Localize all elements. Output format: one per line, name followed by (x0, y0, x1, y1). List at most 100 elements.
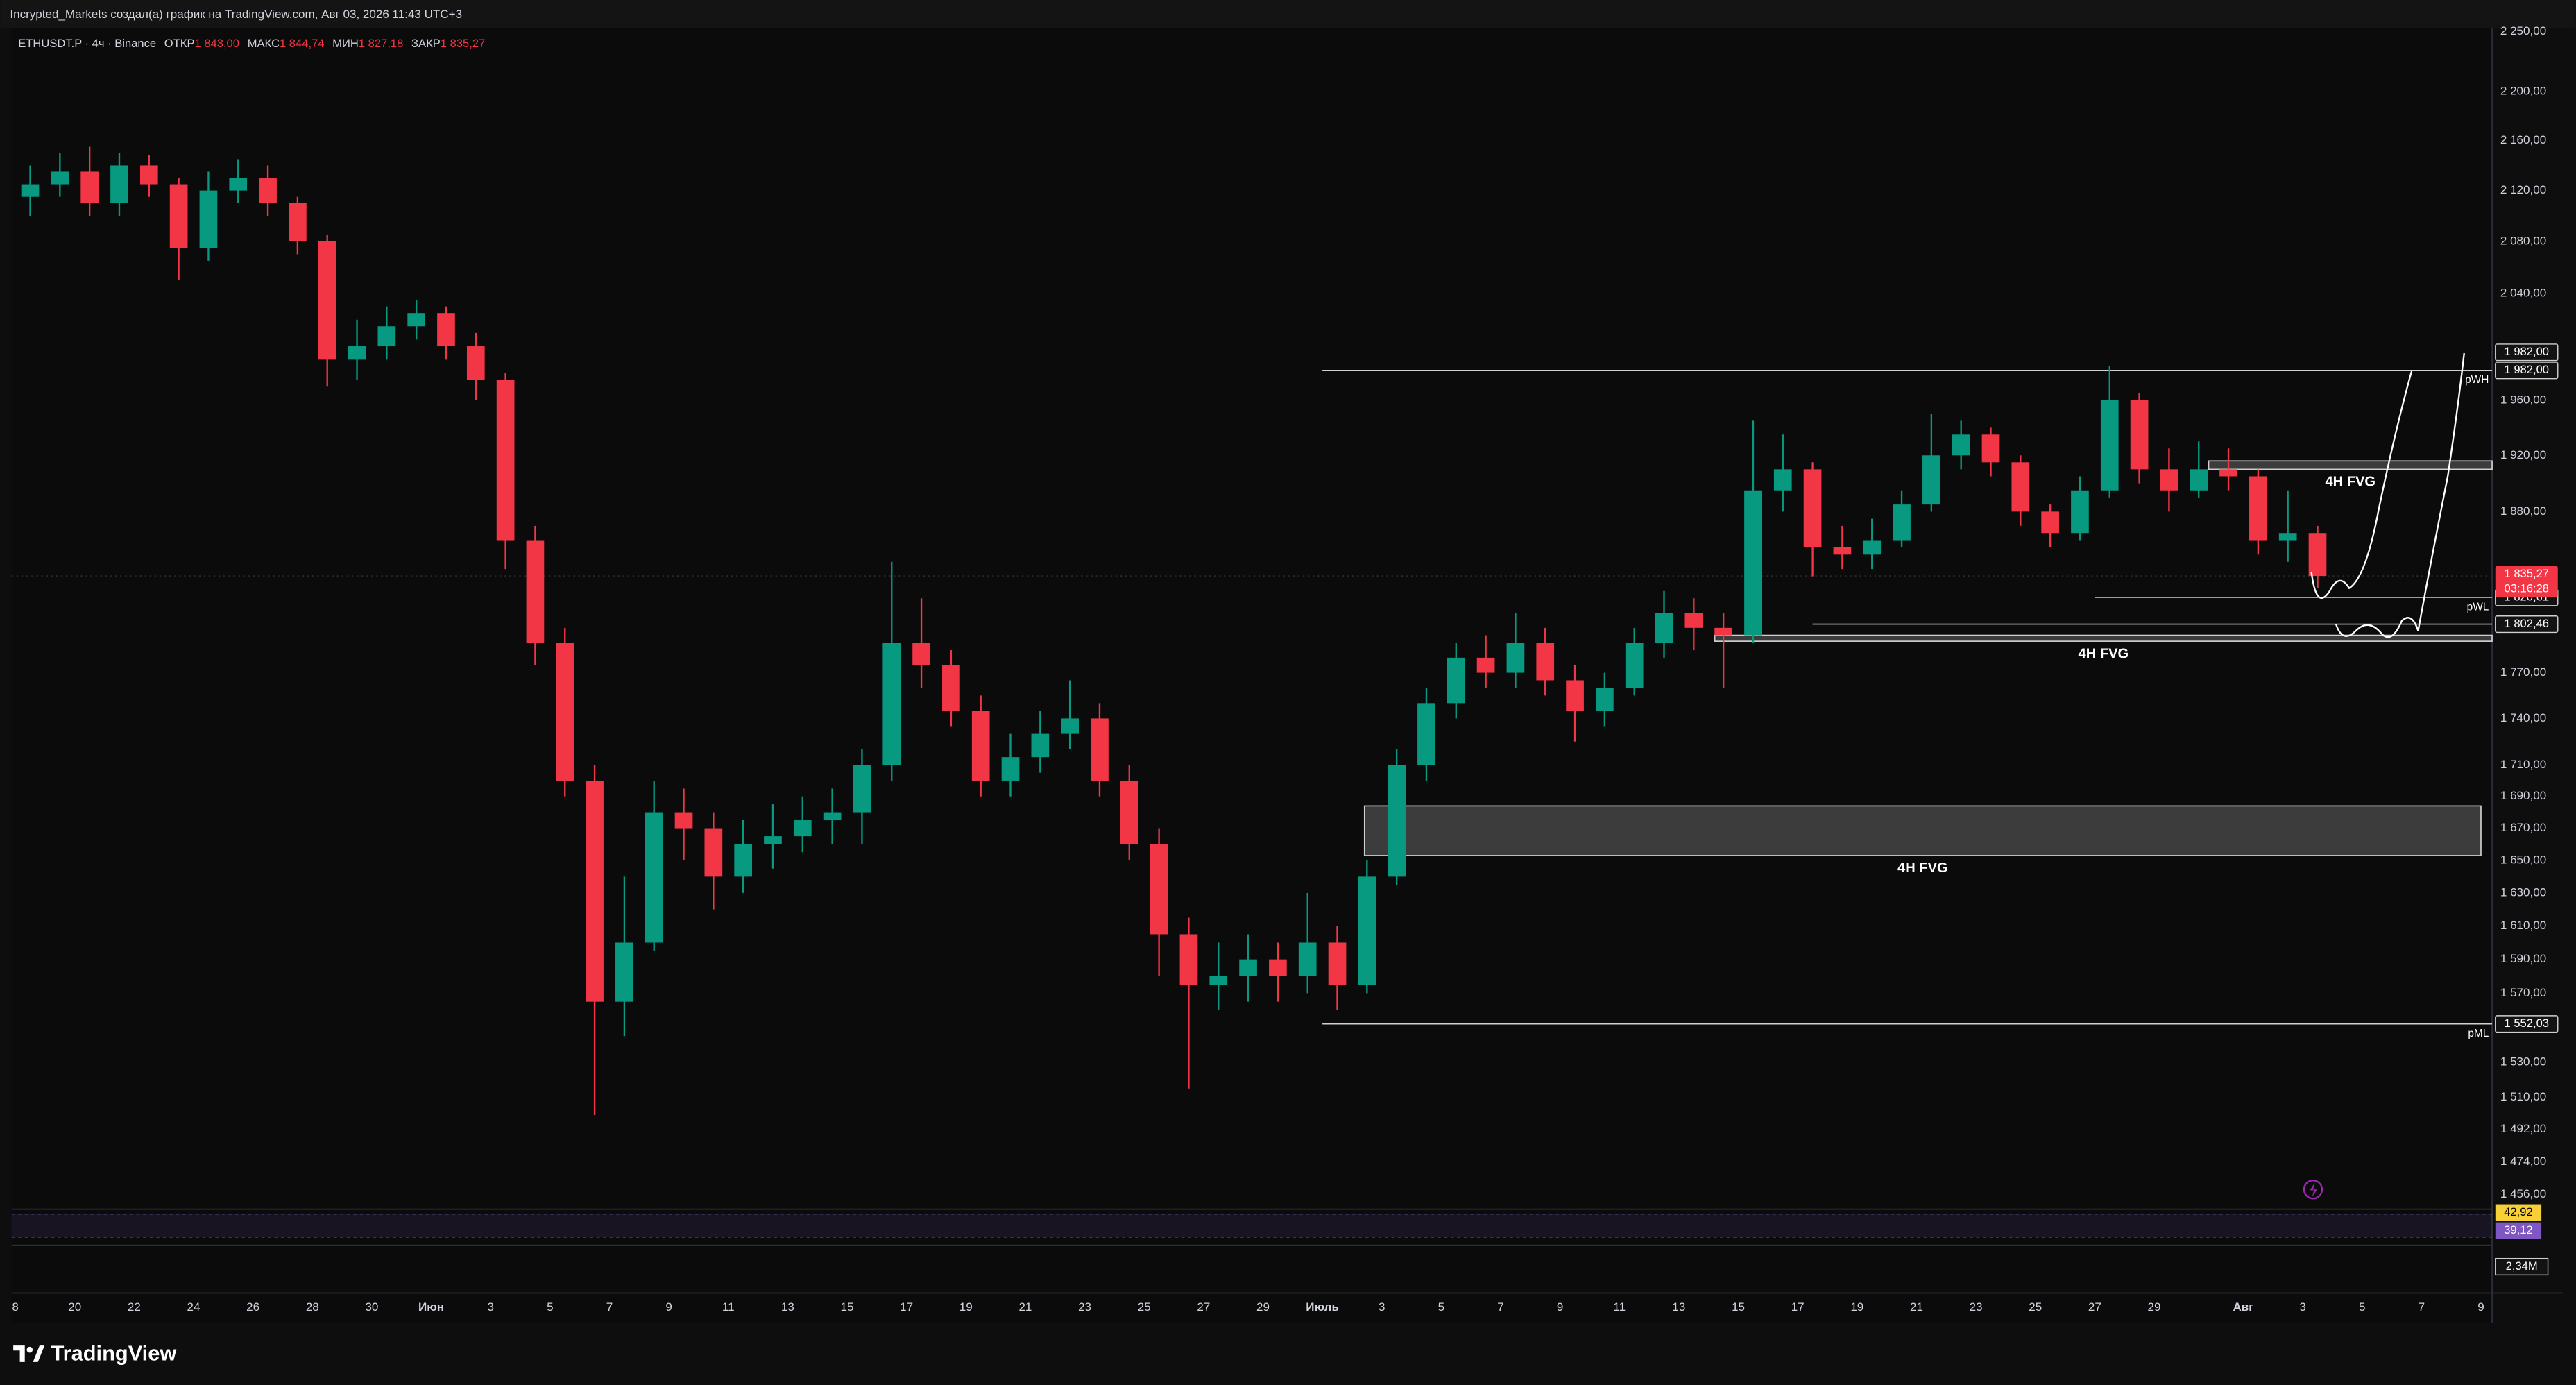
alert-icon-bolt (2310, 1182, 2317, 1197)
candle-body (1596, 688, 1614, 711)
candle-body (734, 844, 753, 877)
x-tick-label: 19 (1850, 1300, 1863, 1314)
rsi-label: 39,12 (2504, 1223, 2532, 1237)
y-tick-label: 2 160,00 (2500, 133, 2546, 146)
candle-body (2249, 476, 2267, 541)
candle-body (1952, 434, 1970, 456)
candle-body (2130, 400, 2149, 470)
x-tick-label: 27 (1197, 1300, 1210, 1314)
footer (0, 1323, 2576, 1385)
x-tick-label: 29 (2148, 1300, 2161, 1314)
candle-body (1358, 876, 1376, 985)
y-tick-label: 1 456,00 (2500, 1187, 2546, 1200)
x-tick-label: Июн (418, 1300, 444, 1314)
candle-body (1417, 703, 1435, 765)
candle-body (51, 171, 69, 185)
x-tick-label: 28 (306, 1300, 319, 1314)
candle-body (289, 203, 307, 241)
candle-body (1625, 643, 1644, 688)
top-bar (0, 0, 2576, 28)
candle-body (1476, 657, 1495, 673)
x-tick-label: 24 (187, 1300, 201, 1314)
candle-body (1506, 643, 1525, 673)
x-tick-label: 25 (2029, 1300, 2042, 1314)
candle-body (2071, 490, 2089, 534)
candle-body (1833, 547, 1852, 555)
plot: 2 250,00 2 200,00 2 160,00 2 120,00 2 080,00… (11, 24, 2559, 1314)
candle-body (199, 190, 218, 248)
candle-body (466, 346, 485, 380)
y-tick-label: 1 960,00 (2500, 393, 2546, 406)
y-tick-label: 1 570,00 (2500, 986, 2546, 999)
x-tick-label: Авг (2233, 1300, 2254, 1314)
candle-body (437, 313, 455, 347)
candle-body (21, 184, 40, 197)
price-tag-label: 1 552,03 (2505, 1017, 2549, 1030)
candle-body (407, 313, 426, 327)
price-tag (2495, 343, 2559, 362)
candle-body (615, 942, 633, 1002)
candle-body (1298, 942, 1317, 976)
rsi-label: 42,92 (2504, 1205, 2532, 1218)
candle-body (496, 380, 515, 541)
x-tick-label: 9 (665, 1300, 672, 1314)
attribution: Incrypted_Markets создал(а) график на Tr… (10, 8, 462, 21)
x-tick-label: 5 (1438, 1300, 1444, 1314)
x-tick-label: 8 (12, 1300, 18, 1314)
x-tick-label: 19 (959, 1300, 973, 1314)
candle-body (2041, 511, 2059, 534)
candle-body (704, 828, 723, 877)
volume-label: 2,34M (2506, 1259, 2538, 1273)
candle-body (1566, 680, 1584, 711)
candle-body (2278, 533, 2297, 541)
candle-body (1536, 643, 1555, 681)
logo-text: TradingView (51, 1341, 177, 1365)
x-tick-label: 3 (2299, 1300, 2305, 1314)
x-tick-label: 30 (365, 1300, 378, 1314)
legend-value: 1 844,74 (280, 37, 324, 50)
level-name: pML (2468, 1028, 2489, 1039)
x-tick-label: 7 (1497, 1300, 1503, 1314)
y-tick-label: 1 670,00 (2500, 821, 2546, 834)
y-tick-label: 1 710,00 (2500, 758, 2546, 771)
candle-body (2011, 462, 2030, 512)
candle-body (1091, 718, 1109, 781)
candle-body (1031, 733, 1050, 758)
legend-label: ОТКР (164, 37, 195, 50)
candle-body (674, 812, 693, 829)
candle-body (1239, 959, 1257, 976)
candle-body (1655, 613, 1673, 643)
y-tick-label: 2 200,00 (2500, 84, 2546, 97)
candle-body (912, 643, 930, 665)
rsi-tag (2495, 1204, 2542, 1221)
candle-body (1981, 434, 2000, 463)
legend-value: 1 827,18 (359, 37, 403, 50)
x-tick-label: 13 (781, 1300, 794, 1314)
x-tick-label: 11 (1613, 1300, 1626, 1314)
x-tick-label: 27 (2088, 1300, 2101, 1314)
price-tag (2495, 615, 2559, 634)
price-tag-label: 1 982,00 (2505, 345, 2549, 358)
candle-body (942, 665, 960, 711)
candle-body (1744, 490, 1762, 636)
x-tick-label: 22 (128, 1300, 141, 1314)
x-tick-label: 23 (1970, 1300, 1983, 1314)
price-tag-label: 1 802,46 (2505, 617, 2549, 630)
countdown: 03:16:28 (2505, 581, 2549, 595)
candle-body (1684, 613, 1703, 628)
candle-body (1714, 627, 1732, 636)
x-tick-label: 15 (1732, 1300, 1745, 1314)
candle-body (1388, 765, 1406, 877)
x-tick-label: 17 (900, 1300, 913, 1314)
y-tick-label: 2 120,00 (2500, 183, 2546, 196)
legend: ETHUSDT.P · 4ч · Binance ОТКР1 843,00 МА… (18, 37, 485, 50)
alert-icon[interactable] (2303, 1180, 2323, 1200)
projection-drawing (2310, 371, 2413, 599)
candle-body (1120, 780, 1138, 844)
y-tick-label: 1 510,00 (2500, 1090, 2546, 1103)
logo-icon (13, 1345, 45, 1362)
x-tick-label: 5 (2359, 1300, 2365, 1314)
candle-body (793, 820, 812, 837)
fvg-zone (1363, 805, 2482, 856)
projection-drawing (2335, 352, 2465, 638)
